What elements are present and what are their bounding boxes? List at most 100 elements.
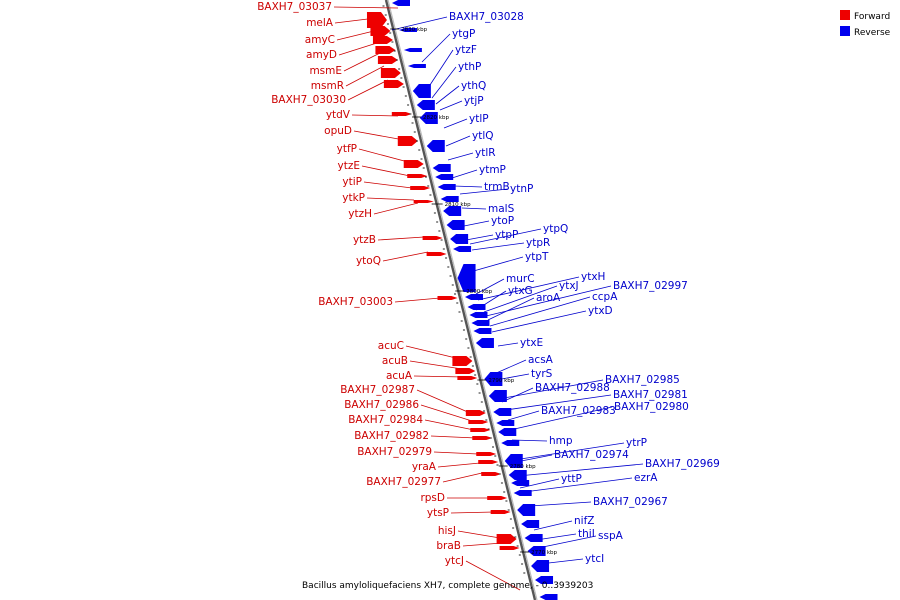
forward-gene-label[interactable]: ytzB [353, 234, 376, 246]
forward-gene[interactable] [413, 200, 434, 203]
reverse-gene-label[interactable]: ccpA [592, 291, 618, 303]
reverse-gene-label[interactable]: nifZ [574, 515, 594, 527]
forward-gene-label[interactable]: BAXH7_02986 [344, 399, 419, 411]
reverse-gene-label[interactable]: ytoP [491, 215, 514, 227]
forward-gene-label[interactable]: msmR [311, 80, 344, 92]
reverse-gene[interactable] [407, 64, 426, 68]
forward-gene[interactable] [426, 252, 447, 256]
forward-gene-label[interactable]: acuC [378, 340, 404, 352]
forward-gene[interactable] [383, 80, 404, 88]
reverse-gene-label[interactable]: BAXH7_02980 [614, 401, 689, 413]
forward-gene-label[interactable]: ytzE [338, 160, 360, 172]
reverse-gene-label[interactable]: thiI [578, 528, 595, 540]
forward-gene[interactable] [375, 46, 396, 54]
reverse-gene[interactable] [419, 112, 438, 124]
forward-gene-label[interactable]: msmE [309, 65, 342, 77]
reverse-gene-label[interactable]: ytxH [581, 271, 605, 283]
forward-gene[interactable] [391, 112, 412, 116]
reverse-gene-label[interactable]: acsA [528, 354, 554, 366]
forward-gene[interactable] [372, 36, 393, 44]
reverse-gene-label[interactable]: ytpT [525, 251, 549, 263]
reverse-gene[interactable] [446, 220, 465, 230]
reverse-gene[interactable] [432, 164, 451, 172]
reverse-gene[interactable] [513, 490, 532, 496]
reverse-gene-label[interactable]: ytpR [526, 237, 550, 249]
forward-gene-label[interactable]: BAXH7_03030 [271, 94, 346, 106]
reverse-gene[interactable] [504, 454, 523, 468]
forward-gene[interactable] [403, 160, 424, 168]
reverse-gene-label[interactable]: BAXH7_02997 [613, 280, 688, 292]
reverse-gene[interactable] [403, 48, 422, 52]
forward-gene[interactable] [366, 12, 387, 28]
forward-gene[interactable] [455, 368, 476, 374]
reverse-gene[interactable] [475, 338, 494, 348]
forward-gene[interactable] [410, 186, 431, 190]
reverse-gene[interactable] [493, 408, 512, 416]
reverse-gene[interactable] [484, 372, 503, 386]
forward-gene-label[interactable]: melA [306, 17, 334, 29]
reverse-gene[interactable] [531, 560, 550, 572]
reverse-gene-label[interactable]: tyrS [531, 368, 553, 380]
reverse-gene-label[interactable]: BAXH7_02981 [613, 389, 688, 401]
reverse-gene-label[interactable]: ytxJ [559, 280, 579, 292]
reverse-gene-label[interactable]: ytnP [510, 183, 533, 195]
reverse-gene[interactable] [437, 184, 456, 190]
reverse-gene-label[interactable]: ythP [458, 61, 481, 73]
reverse-gene-label[interactable]: ytxD [588, 305, 613, 317]
reverse-gene[interactable] [473, 328, 492, 334]
forward-gene[interactable] [476, 452, 497, 456]
reverse-gene-label[interactable]: ytmP [479, 164, 506, 176]
reverse-gene-label[interactable]: murC [506, 273, 535, 285]
reverse-gene-label[interactable]: ezrA [634, 472, 658, 484]
forward-gene-label[interactable]: BAXH7_02984 [348, 414, 423, 426]
reverse-gene-label[interactable]: yttP [561, 473, 582, 485]
reverse-gene-label[interactable]: ytcI [585, 553, 604, 565]
reverse-gene-label[interactable]: aroA [536, 292, 561, 304]
forward-gene-label[interactable]: ytiP [342, 176, 362, 188]
reverse-gene-label[interactable]: ytpQ [543, 223, 568, 235]
reverse-gene-label[interactable]: ytgP [452, 28, 475, 40]
reverse-gene[interactable] [471, 320, 490, 326]
forward-gene[interactable] [380, 68, 401, 78]
forward-gene[interactable] [452, 356, 473, 366]
forward-gene[interactable] [470, 428, 491, 432]
forward-gene[interactable] [490, 510, 511, 514]
reverse-gene[interactable] [426, 140, 445, 152]
reverse-gene[interactable] [521, 520, 540, 528]
reverse-gene-label[interactable]: ytxG [508, 285, 533, 297]
forward-gene-label[interactable]: ytzH [348, 208, 372, 220]
forward-gene[interactable] [397, 136, 418, 146]
reverse-gene[interactable] [457, 264, 476, 292]
reverse-gene-label[interactable]: ytjP [464, 95, 484, 107]
forward-gene-label[interactable]: opuD [324, 125, 352, 137]
reverse-gene[interactable] [443, 206, 462, 216]
reverse-gene[interactable] [392, 0, 410, 6]
reverse-gene-label[interactable]: ytlP [469, 113, 489, 125]
reverse-gene-label[interactable]: BAXH7_02974 [554, 449, 629, 461]
reverse-gene-label[interactable]: ytrP [626, 437, 647, 449]
forward-gene[interactable] [481, 472, 502, 476]
forward-gene[interactable] [468, 420, 489, 424]
reverse-gene-label[interactable]: trmB [484, 181, 510, 193]
forward-gene-label[interactable]: ytcJ [445, 555, 464, 567]
forward-gene[interactable] [457, 376, 478, 380]
reverse-gene-label[interactable]: ytpP [495, 229, 518, 241]
forward-gene[interactable] [370, 26, 391, 36]
reverse-gene[interactable] [498, 428, 517, 436]
reverse-gene[interactable] [539, 594, 558, 600]
reverse-gene[interactable] [517, 504, 536, 516]
reverse-gene-label[interactable]: BAXH7_02967 [593, 496, 668, 508]
forward-gene-label[interactable]: BAXH7_02979 [357, 446, 432, 458]
reverse-gene[interactable] [398, 28, 417, 32]
forward-gene-label[interactable]: BAXH7_03037 [257, 1, 332, 13]
reverse-gene[interactable] [488, 390, 507, 402]
reverse-gene-label[interactable]: ytlQ [472, 130, 494, 142]
forward-gene-label[interactable]: ytkP [342, 192, 365, 204]
forward-gene[interactable] [499, 546, 520, 550]
reverse-gene-label[interactable]: malS [488, 203, 515, 215]
reverse-gene[interactable] [511, 480, 530, 486]
reverse-gene[interactable] [501, 440, 520, 446]
reverse-gene-label[interactable]: ytxE [520, 337, 543, 349]
reverse-gene-label[interactable]: BAXH7_02969 [645, 458, 720, 470]
forward-gene-label[interactable]: acuA [386, 370, 413, 382]
